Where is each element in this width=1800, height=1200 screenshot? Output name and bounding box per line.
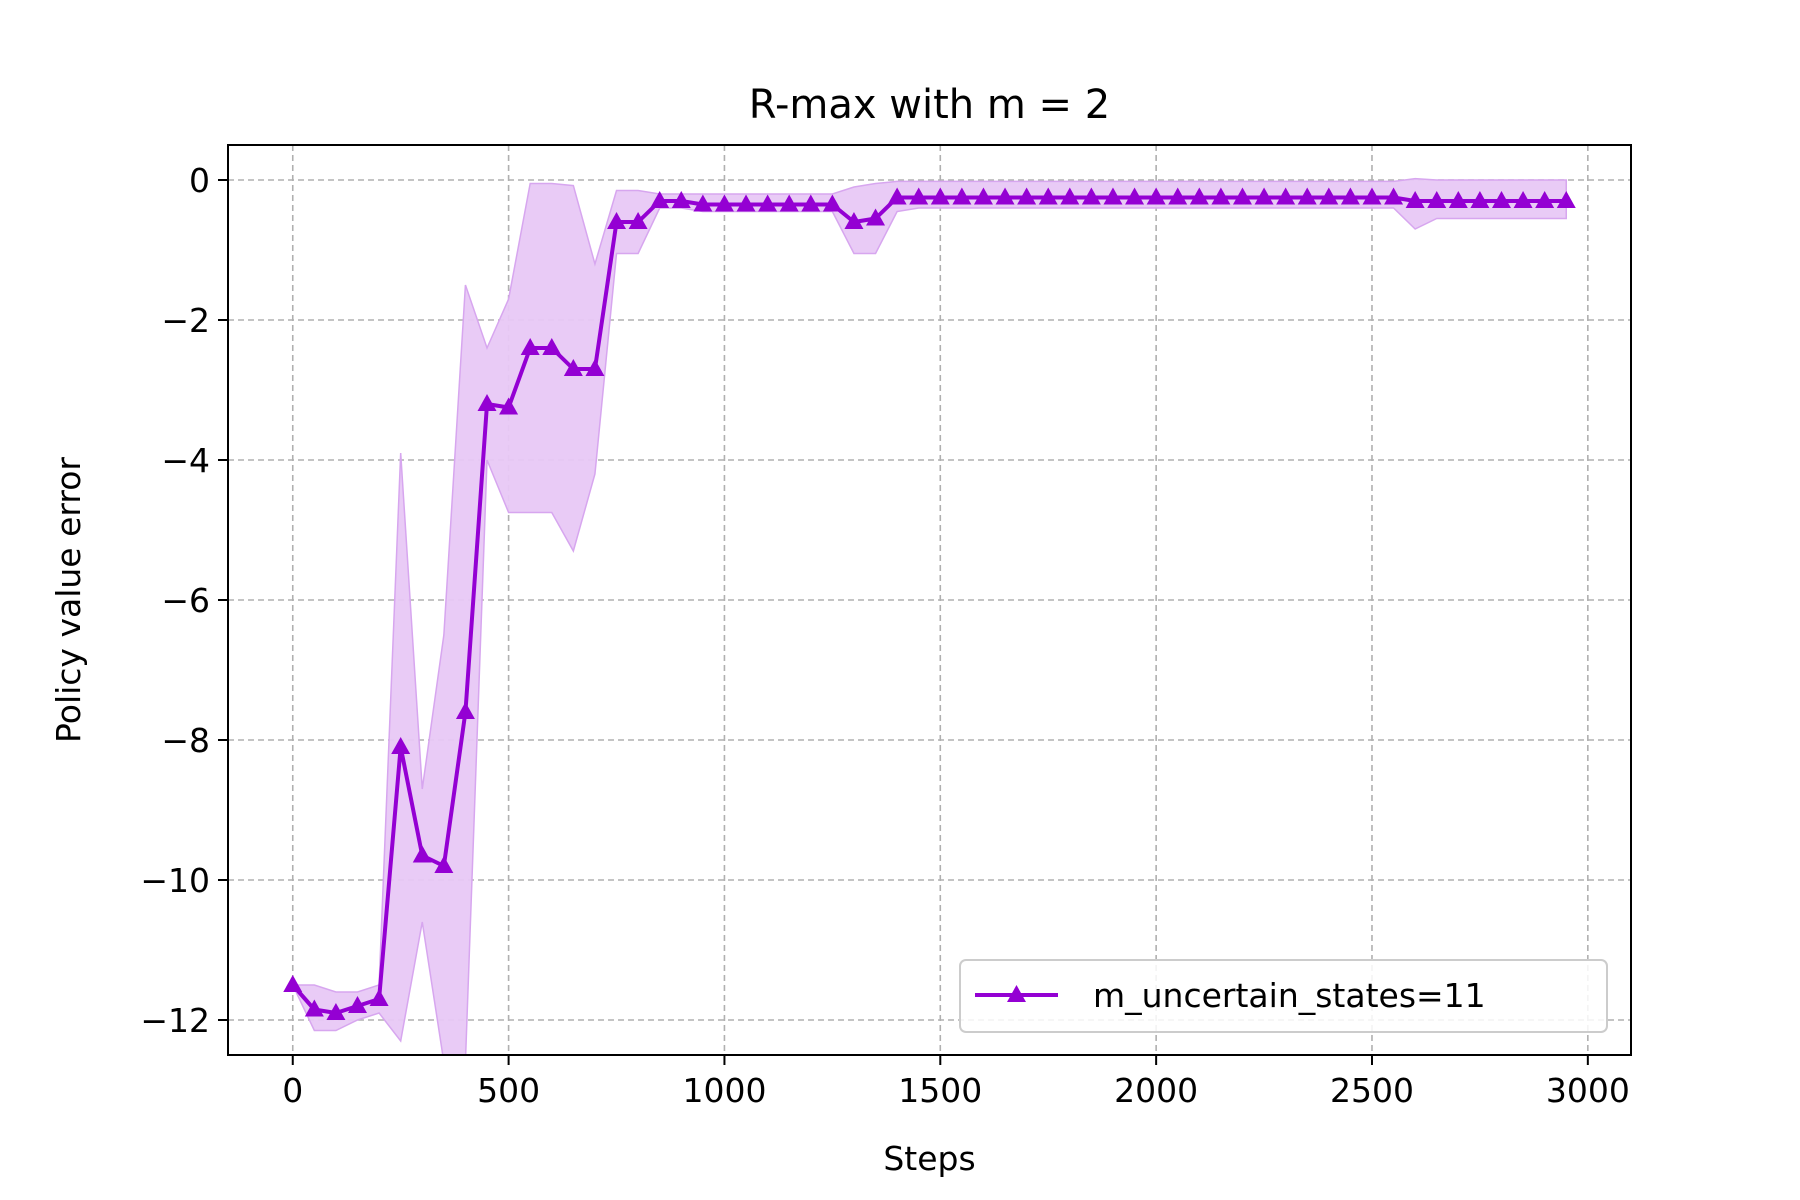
y-tick-label: −12: [140, 1001, 210, 1040]
x-axis: 0 500 1000 1500 2000 2500 3000: [282, 1055, 1630, 1110]
data-point: [736, 194, 756, 212]
y-tick-label: −4: [161, 441, 210, 480]
data-point: [650, 191, 670, 208]
data-point: [1168, 187, 1188, 205]
data-point: [1362, 187, 1382, 205]
data-point: [1297, 187, 1317, 205]
data-point: [369, 989, 389, 1006]
legend: m_uncertain_states=11: [959, 959, 1608, 1033]
data-point: [1060, 187, 1080, 205]
data-point: [1038, 187, 1058, 205]
legend-marker-icon: [1007, 985, 1026, 1002]
data-point: [1189, 187, 1209, 205]
x-tick-label: 500: [477, 1071, 540, 1110]
data-point: [326, 1003, 346, 1020]
data-point: [563, 359, 583, 376]
y-tick-label: 0: [189, 161, 210, 200]
data-point: [973, 187, 993, 205]
data-point: [607, 212, 627, 229]
data-point: [1232, 187, 1252, 205]
confidence-band: [291, 177, 1567, 1055]
data-point: [844, 212, 864, 229]
data-point: [714, 194, 734, 212]
chart-title: R-max with m = 2: [749, 82, 1110, 128]
data-point: [1081, 187, 1101, 205]
x-tick-label: 2500: [1330, 1071, 1414, 1110]
data-point: [822, 194, 842, 212]
data-point: [1556, 191, 1576, 208]
y-axis-label: Policy value error: [49, 457, 88, 743]
data-point: [801, 194, 821, 212]
data-point: [542, 338, 562, 355]
data-point: [758, 194, 778, 212]
data-point: [1513, 191, 1533, 208]
x-axis-label: Steps: [883, 1139, 975, 1178]
data-point: [1211, 187, 1231, 205]
legend-label: m_uncertain_states=11: [1093, 976, 1486, 1015]
x-tick-label: 3000: [1546, 1071, 1630, 1110]
data-point: [1276, 187, 1296, 205]
y-tick-label: −6: [161, 581, 210, 620]
data-point: [1319, 187, 1339, 205]
y-tick-label: −2: [161, 301, 210, 340]
data-point: [1146, 187, 1166, 205]
data-point: [1427, 191, 1447, 208]
x-tick-label: 2000: [1114, 1071, 1198, 1110]
data-point: [1340, 187, 1360, 205]
data-point: [1535, 191, 1555, 208]
x-tick-label: 1000: [682, 1071, 766, 1110]
data-point: [348, 996, 368, 1013]
data-point: [1491, 191, 1511, 208]
data-point: [499, 397, 519, 415]
y-axis: 0 −2 −4 −6 −8 −10 −12: [140, 161, 228, 1040]
data-point: [455, 702, 475, 719]
data-point: [585, 359, 605, 376]
data-point: [1125, 187, 1145, 205]
data-point: [1103, 187, 1123, 205]
data-point: [1405, 191, 1425, 208]
data-point: [283, 975, 303, 992]
data-point: [887, 187, 907, 205]
data-point: [952, 187, 972, 205]
y-tick-label: −8: [161, 721, 210, 760]
data-point: [628, 212, 648, 229]
data-point: [1470, 191, 1490, 208]
data-point: [1384, 187, 1404, 205]
data-point: [391, 737, 411, 754]
data-point: [304, 999, 324, 1017]
data-point: [1017, 187, 1037, 205]
data-point: [477, 394, 497, 411]
data-point: [930, 187, 950, 205]
data-point: [671, 191, 691, 208]
y-tick-label: −10: [140, 861, 210, 900]
data-point: [866, 208, 886, 226]
x-tick-label: 1500: [898, 1071, 982, 1110]
data-point: [779, 194, 799, 212]
data-point: [1448, 191, 1468, 208]
x-tick-label: 0: [282, 1071, 303, 1110]
data-point: [434, 856, 454, 873]
data-point: [995, 187, 1015, 205]
data-point: [412, 845, 432, 863]
data-point: [909, 187, 929, 205]
series-markers: [283, 187, 1576, 1020]
data-point: [520, 338, 540, 355]
data-point: [693, 194, 713, 212]
data-point: [1254, 187, 1274, 205]
legend-box: [959, 959, 1608, 1033]
